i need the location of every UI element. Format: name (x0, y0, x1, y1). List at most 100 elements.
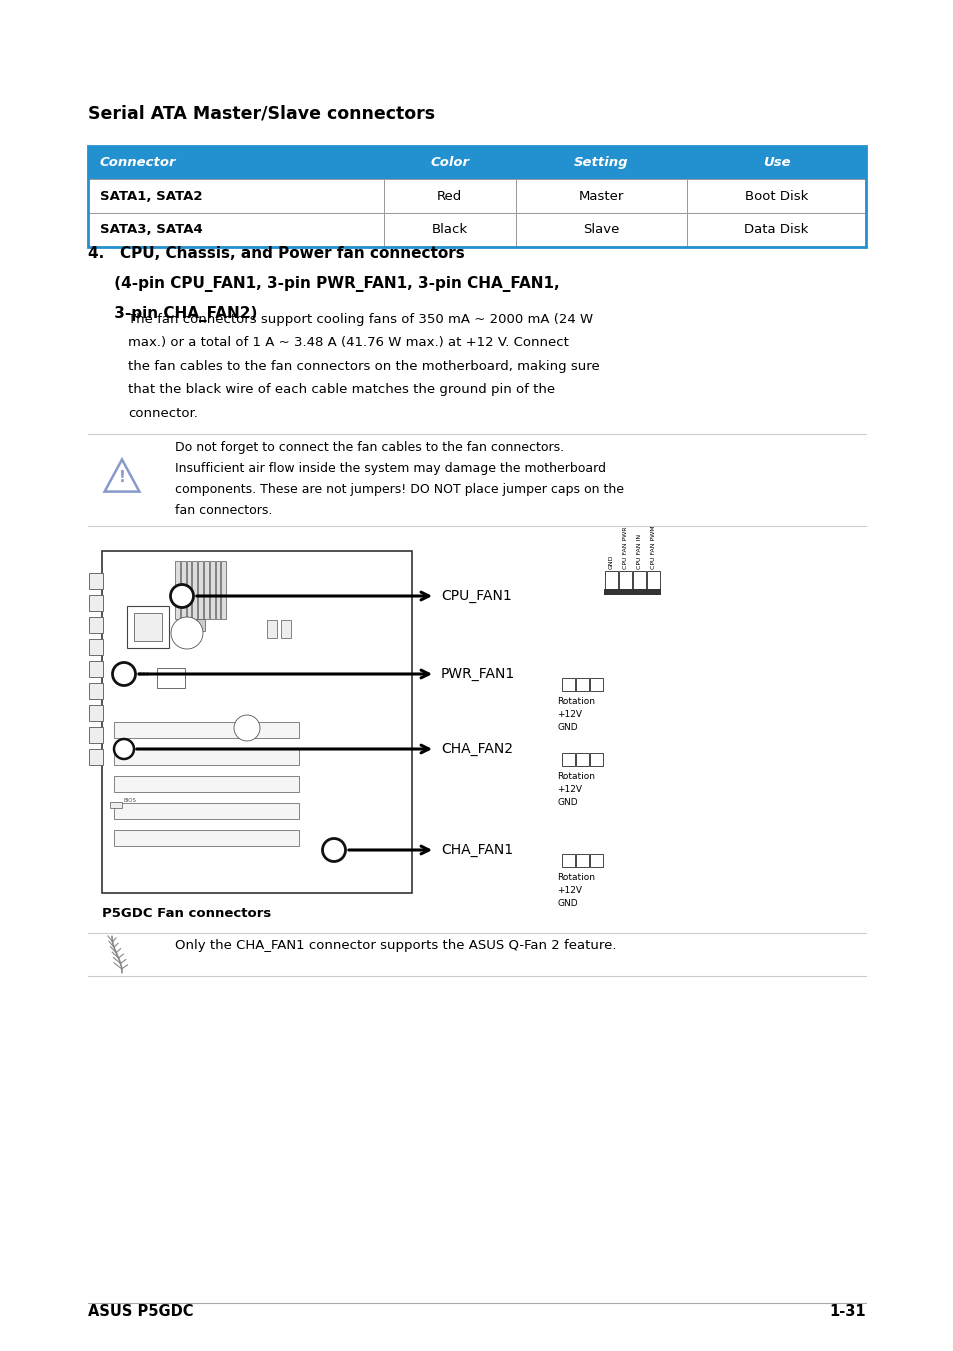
Text: BIOS: BIOS (124, 798, 137, 804)
Bar (174, 561, 179, 619)
Bar (686, 180, 865, 213)
Bar (604, 571, 618, 589)
Bar (88, 213, 383, 246)
Text: PWR_FAN1: PWR_FAN1 (440, 667, 515, 681)
Bar (193, 561, 197, 619)
Text: Rotation: Rotation (557, 873, 595, 882)
Bar (383, 180, 516, 213)
Text: CHA_FAN2: CHA_FAN2 (440, 742, 513, 757)
Text: Insufficient air flow inside the system may damage the motherboard: Insufficient air flow inside the system … (174, 462, 605, 476)
Text: +12V: +12V (557, 886, 581, 894)
Circle shape (322, 839, 345, 862)
Text: 4.   CPU, Chassis, and Power fan connectors: 4. CPU, Chassis, and Power fan connector… (88, 246, 464, 261)
Text: components. These are not jumpers! DO NOT place jumper caps on the: components. These are not jumpers! DO NO… (174, 484, 623, 496)
Bar (197, 619, 205, 631)
Bar (127, 607, 169, 648)
Bar (633, 571, 645, 589)
Bar (516, 146, 686, 180)
Bar (618, 571, 631, 589)
Text: Connector: Connector (100, 157, 176, 169)
Bar (383, 146, 516, 180)
Bar (110, 802, 122, 808)
Text: (4-pin CPU_FAN1, 3-pin PWR_FAN1, 3-pin CHA_FAN1,: (4-pin CPU_FAN1, 3-pin PWR_FAN1, 3-pin C… (88, 276, 559, 292)
Bar (89, 684, 103, 698)
Text: BIOS: BIOS (138, 671, 150, 677)
Text: P5GDC Fan connectors: P5GDC Fan connectors (102, 907, 271, 920)
Bar (589, 678, 602, 690)
Bar (221, 561, 226, 619)
Text: GND: GND (557, 723, 577, 732)
Bar (561, 753, 575, 766)
Text: SATA3, SATA4: SATA3, SATA4 (100, 223, 203, 236)
Bar (89, 727, 103, 743)
Bar (181, 561, 186, 619)
Text: Slave: Slave (582, 223, 619, 236)
Text: max.) or a total of 1 A ~ 3.48 A (41.76 W max.) at +12 V. Connect: max.) or a total of 1 A ~ 3.48 A (41.76 … (128, 336, 568, 350)
Text: 3-pin CHA_FAN2): 3-pin CHA_FAN2) (88, 305, 257, 322)
Text: GND: GND (608, 554, 614, 569)
Text: SATA1, SATA2: SATA1, SATA2 (100, 189, 202, 203)
Bar (89, 661, 103, 677)
Bar (113, 748, 298, 765)
Text: CHA_FAN1: CHA_FAN1 (440, 843, 513, 857)
Text: GND: GND (557, 798, 577, 807)
Bar (113, 721, 298, 738)
Bar (88, 180, 383, 213)
Text: GND: GND (557, 898, 577, 908)
Text: that the black wire of each cable matches the ground pin of the: that the black wire of each cable matche… (128, 384, 555, 396)
Bar (89, 594, 103, 611)
Text: Rotation: Rotation (557, 771, 595, 781)
Bar (603, 589, 660, 594)
Text: CPU FAN PWR: CPU FAN PWR (622, 527, 627, 569)
Bar (210, 561, 214, 619)
Circle shape (171, 617, 203, 648)
Text: Black: Black (432, 223, 467, 236)
Circle shape (113, 739, 133, 759)
Bar (589, 753, 602, 766)
Bar (133, 613, 162, 640)
Bar (561, 678, 575, 690)
Bar (516, 180, 686, 213)
Bar (89, 573, 103, 589)
Bar (516, 213, 686, 246)
Bar (113, 775, 298, 792)
Text: +12V: +12V (557, 785, 581, 794)
Text: +12V: +12V (557, 711, 581, 719)
Bar (215, 561, 220, 619)
Text: Only the CHA_FAN1 connector supports the ASUS Q-Fan 2 feature.: Only the CHA_FAN1 connector supports the… (174, 939, 616, 952)
Bar (113, 830, 298, 846)
Bar (646, 571, 659, 589)
Bar (113, 802, 298, 819)
Bar (88, 146, 383, 180)
Text: Boot Disk: Boot Disk (744, 189, 807, 203)
Circle shape (112, 662, 135, 685)
Bar (686, 213, 865, 246)
Text: Red: Red (436, 189, 462, 203)
Text: ASUS P5GDC: ASUS P5GDC (88, 1304, 193, 1319)
Bar (281, 620, 291, 638)
Bar (102, 551, 412, 893)
Bar (204, 561, 209, 619)
Bar (383, 213, 516, 246)
Text: Data Disk: Data Disk (743, 223, 808, 236)
Text: the fan cables to the fan connectors on the motherboard, making sure: the fan cables to the fan connectors on … (128, 359, 599, 373)
Bar (89, 748, 103, 765)
Bar (576, 678, 588, 690)
Text: Serial ATA Master/Slave connectors: Serial ATA Master/Slave connectors (88, 105, 435, 123)
Bar (157, 667, 185, 688)
Text: 1-31: 1-31 (828, 1304, 865, 1319)
Circle shape (233, 715, 260, 740)
Text: CPU FAN IN: CPU FAN IN (637, 534, 641, 569)
Bar (576, 753, 588, 766)
Bar (589, 854, 602, 867)
Text: Master: Master (578, 189, 623, 203)
Text: fan connectors.: fan connectors. (174, 504, 273, 517)
Text: connector.: connector. (128, 407, 197, 420)
Text: Rotation: Rotation (557, 697, 595, 707)
Text: Use: Use (761, 157, 789, 169)
Bar (576, 854, 588, 867)
Bar (686, 146, 865, 180)
Bar (89, 617, 103, 634)
Text: Setting: Setting (574, 157, 628, 169)
Bar (561, 854, 575, 867)
